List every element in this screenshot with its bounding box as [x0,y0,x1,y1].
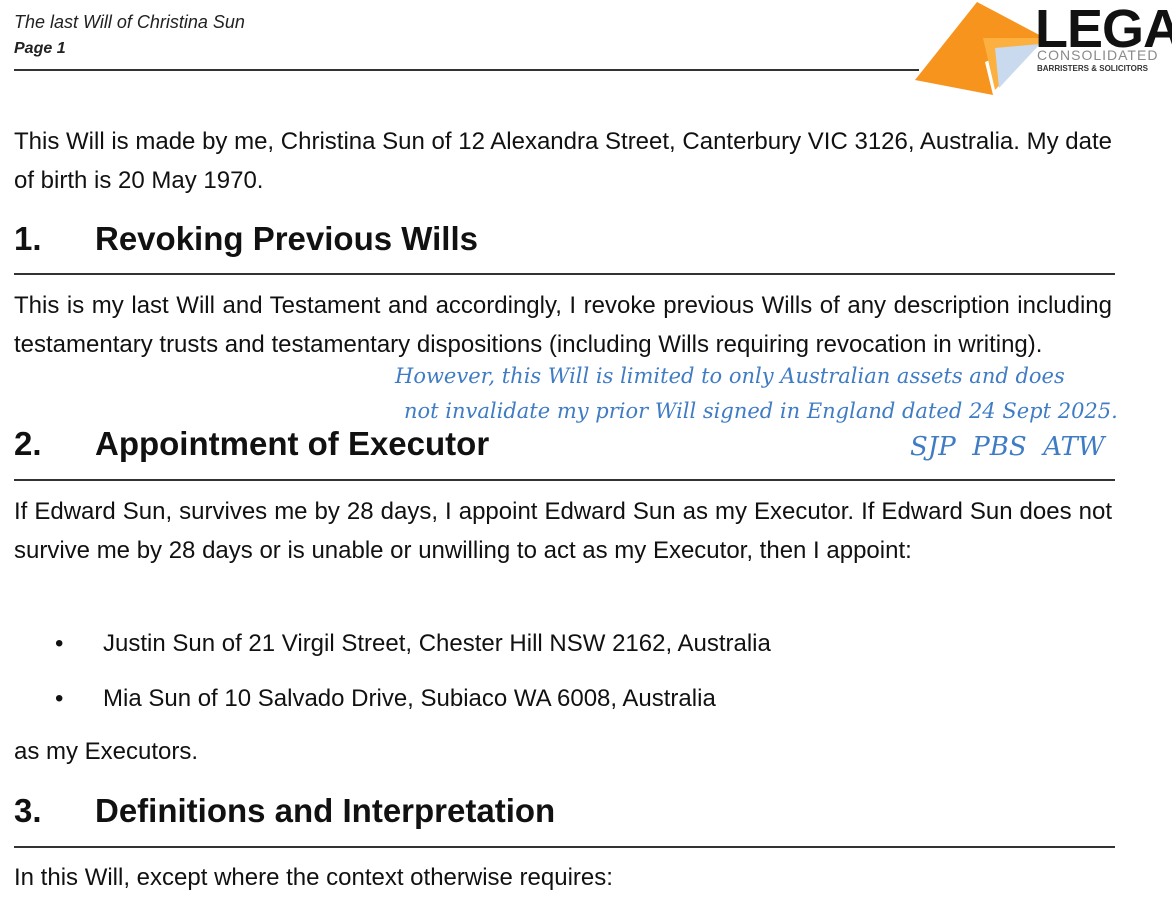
section-number: 1. [14,220,42,257]
logo-subtitle: CONSOLIDATED [1037,47,1159,63]
intro-paragraph: This Will is made by me, Christina Sun o… [14,128,1112,194]
logo: LEGAL CONSOLIDATED BARRISTERS & SOLICITO… [915,0,1172,95]
logo-tagline: BARRISTERS & SOLICITORS [1037,64,1148,73]
section-heading-2: 2. Appointment of Executor [14,425,489,463]
section-title: Revoking Previous Wills [95,220,478,257]
header-rule [14,69,919,71]
executor-list-item: Mia Sun of 10 Salvado Drive, Subiaco WA … [103,685,716,712]
handwritten-initials: SJP PBS ATW [910,432,1105,462]
handwritten-annotation-line-2: not invalidate my prior Will signed in E… [404,399,1118,423]
logo-page-icon [915,2,1045,95]
section-title: Appointment of Executor [95,425,490,462]
logo-name: LEGAL [1035,0,1172,59]
section-2-closing: as my Executors. [14,738,199,765]
bullet-icon: • [55,685,64,712]
executor-list-item: Justin Sun of 21 Virgil Street, Chester … [103,630,771,657]
document-title: The last Will of Christina Sun [14,12,245,32]
section-number: 3. [14,792,42,829]
section-rule [14,273,1115,275]
bullet-icon: • [55,630,64,657]
section-2-paragraph: If Edward Sun, survives me by 28 days, I… [14,498,1112,564]
handwritten-annotation-line-1: However, this Will is limited to only Au… [395,364,1065,388]
section-heading-1: 1. Revoking Previous Wills [14,220,478,258]
section-title: Definitions and Interpretation [95,792,556,829]
page-number: Page 1 [14,40,66,57]
section-3-paragraph: In this Will, except where the context o… [14,864,613,891]
section-heading-3: 3. Definitions and Interpretation [14,792,555,830]
section-rule [14,479,1115,481]
section-rule [14,846,1115,848]
section-1-paragraph: This is my last Will and Testament and a… [14,292,1112,358]
section-number: 2. [14,425,42,462]
